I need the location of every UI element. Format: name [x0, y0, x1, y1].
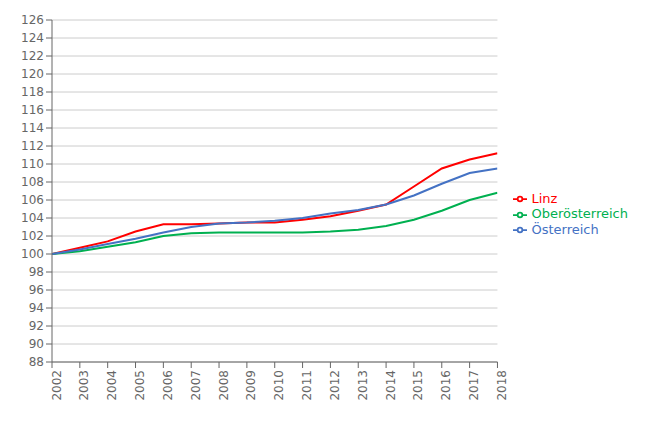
svg-text:108: 108	[21, 175, 44, 189]
svg-text:118: 118	[21, 85, 44, 99]
svg-text:2017: 2017	[467, 370, 481, 401]
svg-text:120: 120	[21, 67, 44, 81]
svg-text:116: 116	[21, 103, 44, 117]
svg-text:2006: 2006	[161, 370, 175, 401]
svg-text:100: 100	[21, 247, 44, 261]
svg-text:92: 92	[29, 319, 44, 333]
html-text:Linz: Linz	[531, 190, 558, 206]
svg-text:104: 104	[21, 211, 44, 225]
svg-text:2002: 2002	[50, 370, 64, 401]
svg-text:106: 106	[21, 193, 44, 207]
svg-text:122: 122	[21, 49, 44, 63]
html-text:Österreich: Österreich	[531, 221, 599, 237]
svg-text:2012: 2012	[328, 370, 342, 401]
svg-text:2010: 2010	[272, 370, 286, 401]
svg-text:2008: 2008	[217, 370, 231, 401]
svg-text:102: 102	[21, 229, 44, 243]
svg-text:110: 110	[21, 157, 44, 171]
html-text:Oberösterreich: Oberösterreich	[531, 206, 628, 222]
svg-text:2016: 2016	[439, 370, 453, 401]
svg-text:2011: 2011	[300, 370, 314, 401]
svg-text:2004: 2004	[105, 370, 119, 401]
svg-text:2018: 2018	[495, 370, 509, 401]
svg-text:2014: 2014	[384, 370, 398, 401]
svg-text:98: 98	[29, 265, 44, 279]
svg-text:2003: 2003	[77, 370, 91, 401]
svg-text:2015: 2015	[411, 370, 425, 401]
svg-text:114: 114	[21, 121, 44, 135]
svg-text:126: 126	[21, 13, 44, 27]
svg-text:88: 88	[29, 355, 44, 369]
svg-text:2009: 2009	[244, 370, 258, 401]
svg-text:112: 112	[21, 139, 44, 153]
svg-text:2013: 2013	[356, 370, 370, 401]
svg-text:2005: 2005	[133, 370, 147, 401]
svg-text:90: 90	[29, 337, 44, 351]
svg-text:94: 94	[29, 301, 44, 315]
svg-text:124: 124	[21, 31, 44, 45]
svg-text:2007: 2007	[189, 370, 203, 401]
svg-text:96: 96	[29, 283, 44, 297]
